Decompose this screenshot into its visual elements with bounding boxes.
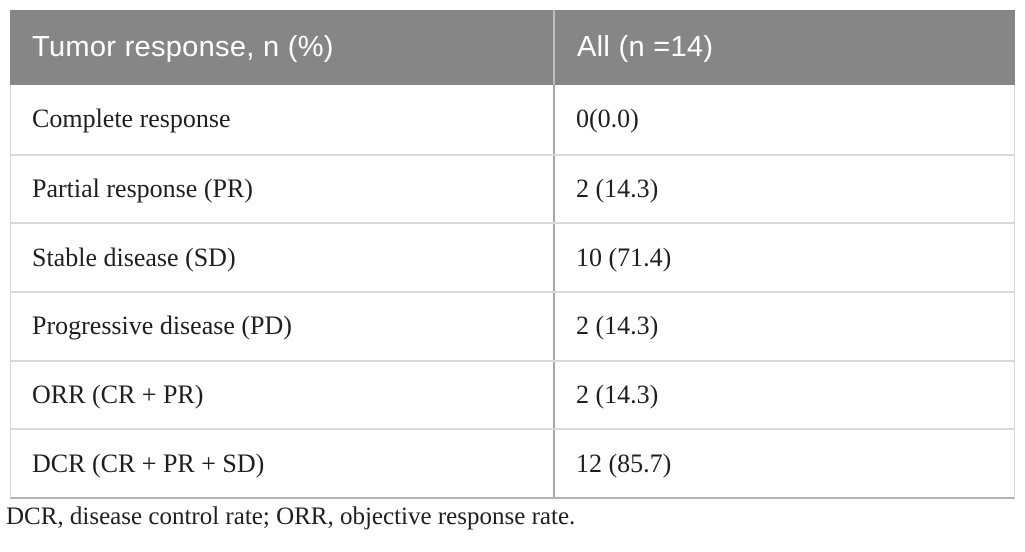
table-row: DCR (CR + PR + SD) 12 (85.7) [11, 428, 1014, 498]
row-label: ORR (CR + PR) [32, 380, 204, 410]
tumor-response-table: Tumor response, n (%) All (n =14) Comple… [10, 10, 1015, 500]
table-row: Stable disease (SD) 10 (71.4) [11, 222, 1014, 292]
header-cell-tumor-response: Tumor response, n (%) [32, 31, 334, 63]
row-value: 2 (14.3) [553, 155, 1014, 223]
row-value: 10 (71.4) [553, 224, 1014, 292]
table-body: Complete response 0(0.0) Partial respons… [10, 85, 1015, 500]
row-label: Progressive disease (PD) [32, 311, 292, 341]
row-value: 2 (14.3) [553, 293, 1014, 360]
row-value: 0(0.0) [553, 85, 1014, 154]
table-footnote: DCR, disease control rate; ORR, objectiv… [6, 503, 576, 530]
row-label: DCR (CR + PR + SD) [32, 448, 265, 478]
table-row: Complete response 0(0.0) [11, 85, 1014, 154]
row-label: Stable disease (SD) [32, 242, 236, 272]
table-row: Partial response (PR) 2 (14.3) [11, 153, 1014, 223]
row-label: Partial response (PR) [32, 174, 253, 204]
table-row: Progressive disease (PD) 2 (14.3) [11, 291, 1014, 360]
table-row: ORR (CR + PR) 2 (14.3) [11, 359, 1014, 429]
row-value: 2 (14.3) [553, 361, 1014, 429]
table-header-row: Tumor response, n (%) All (n =14) [10, 10, 1015, 85]
header-cell-all-n: All (n =14) [553, 10, 1015, 85]
row-value: 12 (85.7) [553, 430, 1014, 498]
row-label: Complete response [32, 104, 231, 134]
